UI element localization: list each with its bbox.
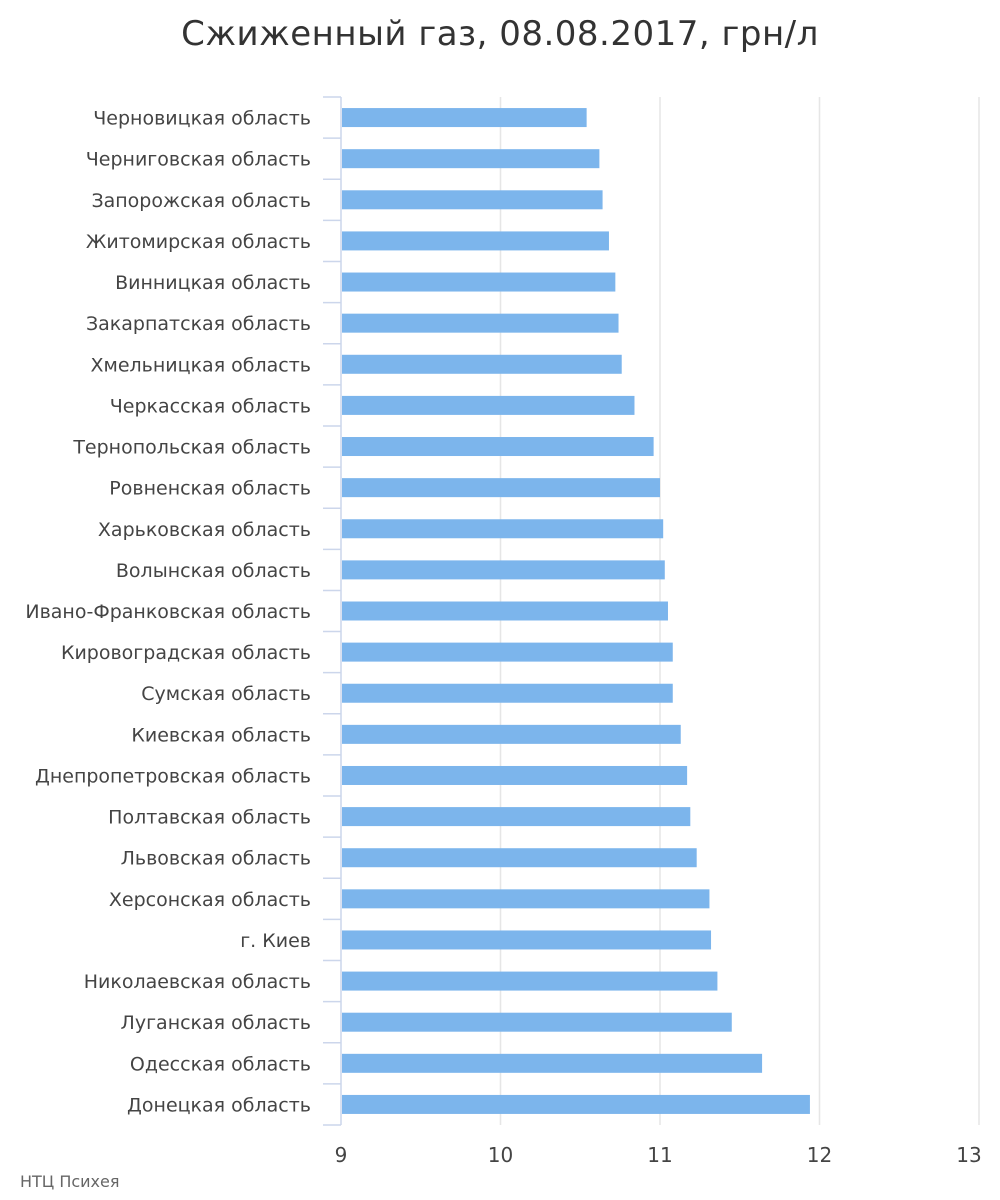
bar (342, 272, 616, 292)
bar (342, 683, 673, 703)
x-tick-label: 10 (488, 1143, 513, 1167)
x-tick-label: 13 (956, 1143, 981, 1167)
category-label: Херсонская область (109, 889, 311, 911)
bar (342, 889, 710, 909)
category-label: Киевская область (131, 724, 311, 746)
bar (342, 642, 673, 662)
category-label: Полтавская область (108, 807, 311, 829)
category-label: Черновицкая область (93, 108, 311, 130)
category-label: Житомирская область (86, 231, 311, 253)
category-axis (323, 96, 342, 1126)
bar (342, 560, 665, 580)
category-label: г. Киев (240, 930, 311, 952)
category-label: Ровненская область (109, 478, 311, 500)
x-tick-label: 12 (807, 1143, 832, 1167)
category-label: Донецкая область (127, 1094, 311, 1116)
category-label: Черниговская область (86, 149, 311, 171)
category-label: Одесская область (130, 1053, 311, 1075)
category-label: Черкасская область (110, 395, 311, 417)
bar (342, 149, 600, 169)
source-note: НТЦ Психея (20, 1172, 120, 1191)
x-tick-label: 11 (647, 1143, 672, 1167)
category-label: Днепропетровская область (35, 765, 311, 787)
bar (342, 354, 622, 374)
bar (342, 848, 697, 868)
bar (342, 108, 587, 128)
category-label: Кировоградская область (61, 642, 311, 664)
x-tick-label: 9 (335, 1143, 348, 1167)
bar (342, 519, 664, 539)
bar (342, 1012, 732, 1032)
bar (342, 395, 635, 415)
category-label: Запорожская область (91, 190, 311, 212)
value-axis-ticks: 9 10 11 12 13 (335, 1143, 982, 1167)
category-label: Хмельницкая область (90, 354, 311, 376)
category-labels: Черновицкая область Черниговская область З… (25, 108, 311, 1117)
category-label: Харьковская область (98, 519, 311, 541)
category-label: Сумская область (141, 683, 311, 705)
category-label: Ивано-Франковская область (25, 601, 311, 623)
bar (342, 1094, 810, 1114)
category-label: Винницкая область (115, 272, 311, 294)
bar (342, 807, 691, 827)
bars (342, 108, 810, 1114)
bar (342, 724, 681, 744)
category-label: Закарпатская область (86, 313, 311, 335)
category-label: Луганская область (121, 1012, 311, 1034)
bar (342, 930, 712, 950)
category-label: Тернопольская область (72, 437, 311, 459)
bar (342, 765, 688, 785)
bar (342, 478, 660, 498)
bar (342, 1053, 763, 1073)
bar (342, 971, 718, 991)
category-label: Николаевская область (84, 971, 311, 993)
bar (342, 313, 619, 333)
bar (342, 231, 609, 251)
bar (342, 601, 668, 621)
bar (342, 437, 654, 457)
category-label: Волынская область (116, 560, 311, 582)
chart-title: Сжиженный газ, 08.08.2017, грн/л (181, 14, 819, 54)
category-label: Львовская область (121, 848, 311, 870)
bar (342, 190, 603, 210)
